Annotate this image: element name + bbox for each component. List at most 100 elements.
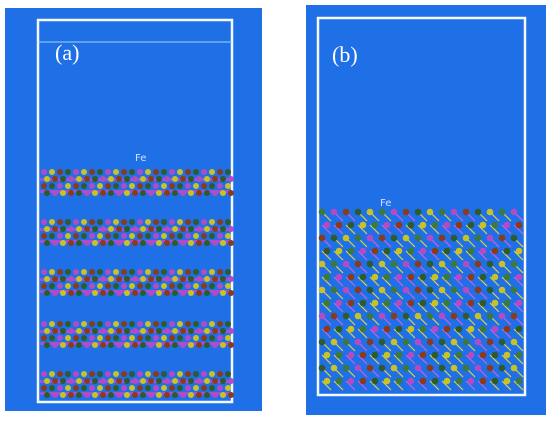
atom — [68, 176, 74, 182]
bond — [417, 302, 428, 313]
atom — [116, 392, 122, 398]
atom — [318, 286, 326, 294]
atom — [100, 176, 106, 182]
atom — [491, 299, 499, 307]
atom — [503, 377, 511, 385]
atom — [426, 364, 434, 372]
atom — [49, 183, 55, 189]
atom — [366, 260, 374, 268]
bond — [513, 224, 524, 235]
atom — [426, 208, 434, 216]
atom — [44, 290, 50, 296]
bond — [333, 354, 344, 365]
atom — [498, 286, 506, 294]
bond — [501, 302, 512, 313]
atom — [383, 377, 391, 385]
atom — [228, 226, 234, 232]
atom — [491, 221, 499, 229]
atom — [204, 226, 210, 232]
atom — [503, 299, 511, 307]
atom — [359, 221, 367, 229]
atom — [196, 392, 202, 398]
atom — [52, 276, 58, 282]
atom — [486, 364, 494, 372]
atom — [217, 269, 223, 275]
atom — [204, 240, 210, 246]
atom — [57, 335, 63, 341]
atom — [419, 325, 427, 333]
bond — [381, 380, 392, 391]
atom — [41, 219, 47, 225]
atom — [164, 342, 170, 348]
atom — [89, 321, 95, 327]
atom — [92, 342, 98, 348]
atom — [169, 283, 175, 289]
atom — [177, 183, 183, 189]
atom — [217, 335, 223, 341]
atom — [479, 221, 487, 229]
atom — [498, 208, 506, 216]
bond — [345, 302, 356, 313]
atom — [419, 299, 427, 307]
atom — [498, 260, 506, 268]
atom — [76, 290, 82, 296]
atom — [73, 371, 79, 377]
atom — [89, 169, 95, 175]
atom — [180, 342, 186, 348]
atom — [450, 286, 458, 294]
atom — [124, 392, 130, 398]
atom — [172, 342, 178, 348]
atom — [100, 392, 106, 398]
atom — [378, 208, 386, 216]
atom — [129, 169, 135, 175]
atom — [193, 183, 199, 189]
atom — [414, 364, 422, 372]
atom — [76, 240, 82, 246]
atom — [161, 219, 167, 225]
atom — [52, 226, 58, 232]
atom — [100, 378, 106, 384]
atom — [49, 169, 55, 175]
bond — [357, 224, 368, 235]
bond — [489, 354, 500, 365]
atom — [97, 269, 103, 275]
atom — [342, 286, 350, 294]
atom — [426, 312, 434, 320]
atom — [371, 247, 379, 255]
atom — [164, 290, 170, 296]
atom — [354, 338, 362, 346]
atom — [347, 273, 355, 281]
atom — [52, 392, 58, 398]
bond — [405, 250, 416, 261]
atom — [220, 328, 226, 334]
atom — [491, 351, 499, 359]
atom — [347, 325, 355, 333]
bond — [357, 380, 368, 391]
atom — [105, 233, 111, 239]
bond — [429, 276, 440, 287]
atom — [378, 234, 386, 242]
atom — [137, 183, 143, 189]
atom — [41, 371, 47, 377]
atom — [474, 286, 482, 294]
atom — [105, 219, 111, 225]
bond — [381, 302, 392, 313]
atom — [132, 378, 138, 384]
atom — [209, 169, 215, 175]
atom — [407, 325, 415, 333]
atom — [335, 351, 343, 359]
atom — [92, 276, 98, 282]
atom — [148, 328, 154, 334]
atom — [204, 328, 210, 334]
atom — [137, 335, 143, 341]
atom — [462, 364, 470, 372]
atom — [105, 335, 111, 341]
atom — [515, 247, 523, 255]
panel-label: (b) — [332, 42, 358, 67]
atom — [65, 169, 71, 175]
atom — [52, 342, 58, 348]
atom — [188, 276, 194, 282]
atom — [426, 286, 434, 294]
atom — [383, 273, 391, 281]
atom — [108, 190, 114, 196]
